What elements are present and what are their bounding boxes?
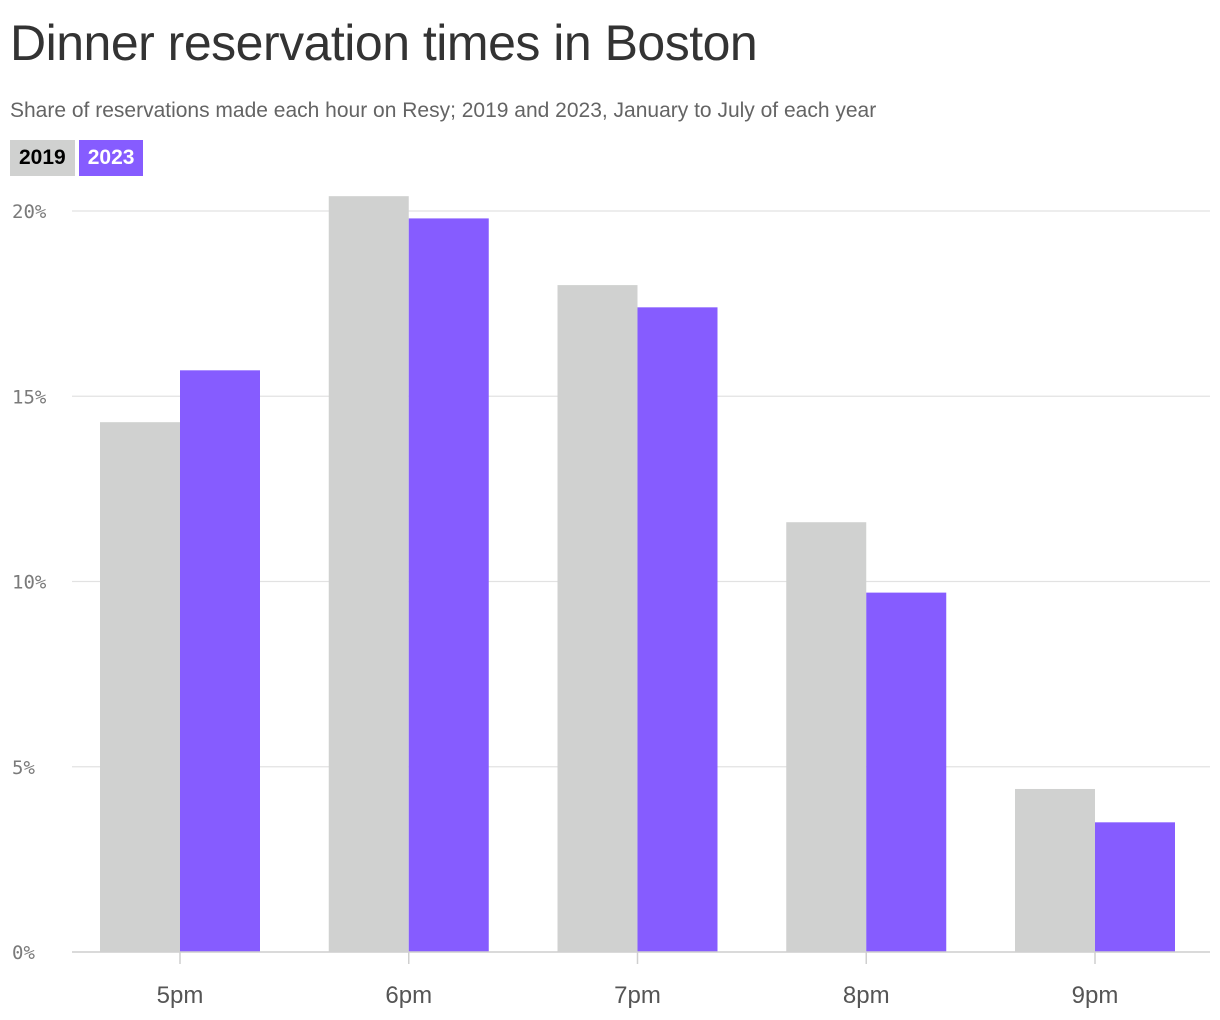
chart-legend: 2019 2023 [10,140,144,176]
chart-title: Dinner reservation times in Boston [10,15,758,71]
bar-2023-9pm [1095,822,1175,952]
y-tick-label: 0% [12,942,35,964]
bar-2019-6pm [328,196,409,952]
y-tick-label: 5% [12,757,35,779]
y-tick-label: 20% [12,201,47,223]
bar-2023-8pm [866,592,947,952]
x-tick-label: 8pm [843,982,890,1009]
legend-item-2019: 2019 [10,140,75,176]
chart-subtitle: Share of reservations made each hour on … [10,99,877,122]
y-tick-label: 15% [12,386,47,408]
bar-2023-5pm [180,370,260,952]
x-tick-label: 9pm [1072,982,1119,1009]
bar-2019-8pm [786,522,867,952]
bar-2019-5pm [100,422,180,952]
bar-2023-6pm [408,218,489,952]
y-tick-label: 10% [12,572,47,594]
bar-2019-7pm [557,285,638,953]
bar-2023-7pm [637,307,718,953]
x-tick-label: 6pm [385,982,432,1009]
x-tick-label: 7pm [614,982,661,1009]
x-tick-label: 5pm [157,982,204,1009]
bar-2019-9pm [1015,788,1095,952]
legend-item-2023: 2023 [78,140,144,176]
